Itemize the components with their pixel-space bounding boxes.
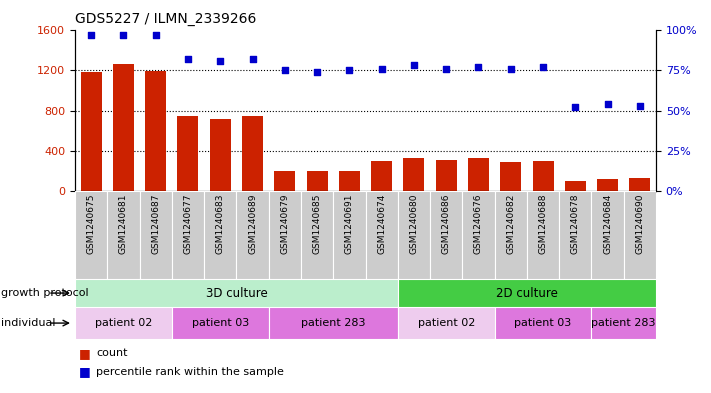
Text: patient 02: patient 02	[95, 318, 152, 328]
Point	[634, 103, 646, 109]
Point	[473, 64, 484, 70]
Point	[376, 66, 387, 72]
Bar	[333, 191, 365, 279]
Bar	[592, 191, 624, 279]
Bar	[565, 181, 586, 191]
Text: GSM1240677: GSM1240677	[183, 194, 193, 254]
Text: patient 03: patient 03	[514, 318, 572, 328]
Text: GSM1240675: GSM1240675	[87, 194, 96, 254]
Text: GSM1240688: GSM1240688	[538, 194, 547, 254]
Bar	[436, 160, 456, 191]
Text: percentile rank within the sample: percentile rank within the sample	[96, 367, 284, 376]
Text: ■: ■	[78, 365, 90, 378]
Bar	[533, 162, 554, 191]
Bar	[559, 191, 592, 279]
Text: GSM1240681: GSM1240681	[119, 194, 128, 254]
Bar	[107, 191, 139, 279]
Point	[570, 104, 581, 110]
Text: GSM1240684: GSM1240684	[603, 194, 612, 254]
Text: patient 03: patient 03	[192, 318, 249, 328]
Point	[279, 67, 291, 73]
Bar	[501, 162, 521, 191]
Bar	[629, 178, 651, 191]
Bar	[75, 191, 107, 279]
Text: GSM1240674: GSM1240674	[377, 194, 386, 254]
Point	[150, 32, 161, 38]
Bar	[397, 191, 430, 279]
Point	[441, 66, 452, 72]
Bar	[113, 64, 134, 191]
Text: GSM1240680: GSM1240680	[410, 194, 418, 254]
Bar	[269, 307, 397, 339]
Point	[85, 32, 97, 38]
Text: GSM1240690: GSM1240690	[636, 194, 644, 254]
Point	[505, 66, 516, 72]
Point	[247, 56, 258, 62]
Bar	[597, 180, 618, 191]
Text: GSM1240686: GSM1240686	[442, 194, 451, 254]
Point	[118, 32, 129, 38]
Text: count: count	[96, 348, 128, 358]
Bar	[210, 119, 231, 191]
Bar	[269, 191, 301, 279]
Text: GSM1240689: GSM1240689	[248, 194, 257, 254]
Bar	[495, 191, 527, 279]
Point	[602, 101, 614, 107]
Text: GSM1240687: GSM1240687	[151, 194, 160, 254]
Text: growth protocol: growth protocol	[1, 288, 88, 298]
Bar	[403, 158, 424, 191]
Text: patient 283: patient 283	[301, 318, 365, 328]
Bar	[397, 307, 495, 339]
Bar	[468, 158, 489, 191]
Bar	[274, 171, 295, 191]
Text: GSM1240678: GSM1240678	[571, 194, 579, 254]
Point	[215, 57, 226, 64]
Text: GDS5227 / ILMN_2339266: GDS5227 / ILMN_2339266	[75, 12, 257, 26]
Point	[182, 56, 193, 62]
Bar	[145, 71, 166, 191]
Text: patient 02: patient 02	[417, 318, 475, 328]
Text: patient 283: patient 283	[592, 318, 656, 328]
Bar	[527, 191, 559, 279]
Bar	[204, 191, 236, 279]
Point	[538, 64, 549, 70]
Bar	[75, 307, 172, 339]
Text: ■: ■	[78, 347, 90, 360]
Bar	[397, 279, 656, 307]
Bar	[80, 72, 102, 191]
Bar	[306, 171, 328, 191]
Text: 3D culture: 3D culture	[205, 286, 267, 299]
Text: GSM1240682: GSM1240682	[506, 194, 515, 254]
Bar	[139, 191, 172, 279]
Bar	[495, 307, 592, 339]
Bar	[75, 279, 397, 307]
Bar	[242, 116, 263, 191]
Bar	[236, 191, 269, 279]
Point	[311, 69, 323, 75]
Bar	[430, 191, 462, 279]
Text: GSM1240683: GSM1240683	[215, 194, 225, 254]
Bar	[462, 191, 495, 279]
Point	[343, 67, 355, 73]
Bar	[172, 307, 269, 339]
Bar	[301, 191, 333, 279]
Text: 2D culture: 2D culture	[496, 286, 558, 299]
Bar	[172, 191, 204, 279]
Bar	[371, 161, 392, 191]
Bar	[624, 191, 656, 279]
Text: GSM1240676: GSM1240676	[474, 194, 483, 254]
Bar	[178, 116, 198, 191]
Text: GSM1240685: GSM1240685	[313, 194, 321, 254]
Point	[408, 62, 419, 69]
Text: individual: individual	[1, 318, 55, 328]
Bar	[365, 191, 397, 279]
Bar	[592, 307, 656, 339]
Bar	[339, 171, 360, 191]
Text: GSM1240691: GSM1240691	[345, 194, 354, 254]
Text: GSM1240679: GSM1240679	[280, 194, 289, 254]
